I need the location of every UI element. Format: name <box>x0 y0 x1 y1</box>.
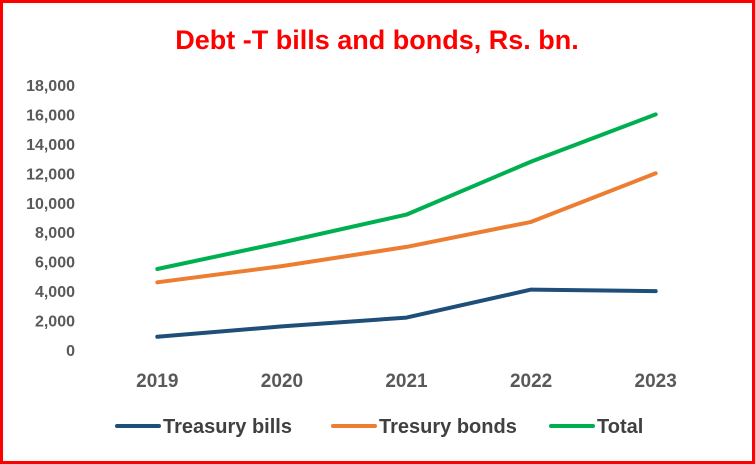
chart-title: Debt -T bills and bonds, Rs. bn. <box>175 25 579 55</box>
y-tick-label: 2,000 <box>35 314 75 331</box>
y-tick-label: 6,000 <box>35 255 75 272</box>
series-line-tresury-bonds <box>155 171 658 285</box>
legend: Treasury bills Tresury bonds Total <box>115 416 643 438</box>
y-tick-label: 14,000 <box>26 137 75 154</box>
plot-area <box>155 112 658 339</box>
x-axis: 2019 2020 2021 2022 2023 <box>136 371 677 392</box>
line-chart: Debt -T bills and bonds, Rs. bn. 0 2,000 4… <box>26 25 677 438</box>
x-tick-label: 2020 <box>261 371 303 392</box>
x-tick-label: 2019 <box>136 371 178 392</box>
y-axis: 0 2,000 4,000 6,000 8,000 10,000 12,000 14,000 1… <box>26 78 75 360</box>
legend-label: Total <box>597 416 643 438</box>
x-tick-label: 2023 <box>635 371 677 392</box>
y-tick-label: 4,000 <box>35 284 75 301</box>
x-tick-label: 2021 <box>385 371 428 392</box>
y-tick-label: 16,000 <box>26 107 75 124</box>
y-tick-label: 12,000 <box>26 166 75 183</box>
x-tick-label: 2022 <box>510 371 552 392</box>
series-line-treasury-bills <box>155 287 658 339</box>
y-tick-label: 0 <box>66 343 75 360</box>
y-tick-label: 10,000 <box>26 196 75 213</box>
series-line-total <box>155 112 658 271</box>
y-tick-label: 18,000 <box>26 78 75 95</box>
legend-label: Treasury bills <box>163 416 292 438</box>
y-tick-label: 8,000 <box>35 225 75 242</box>
legend-label: Tresury bonds <box>379 416 517 438</box>
